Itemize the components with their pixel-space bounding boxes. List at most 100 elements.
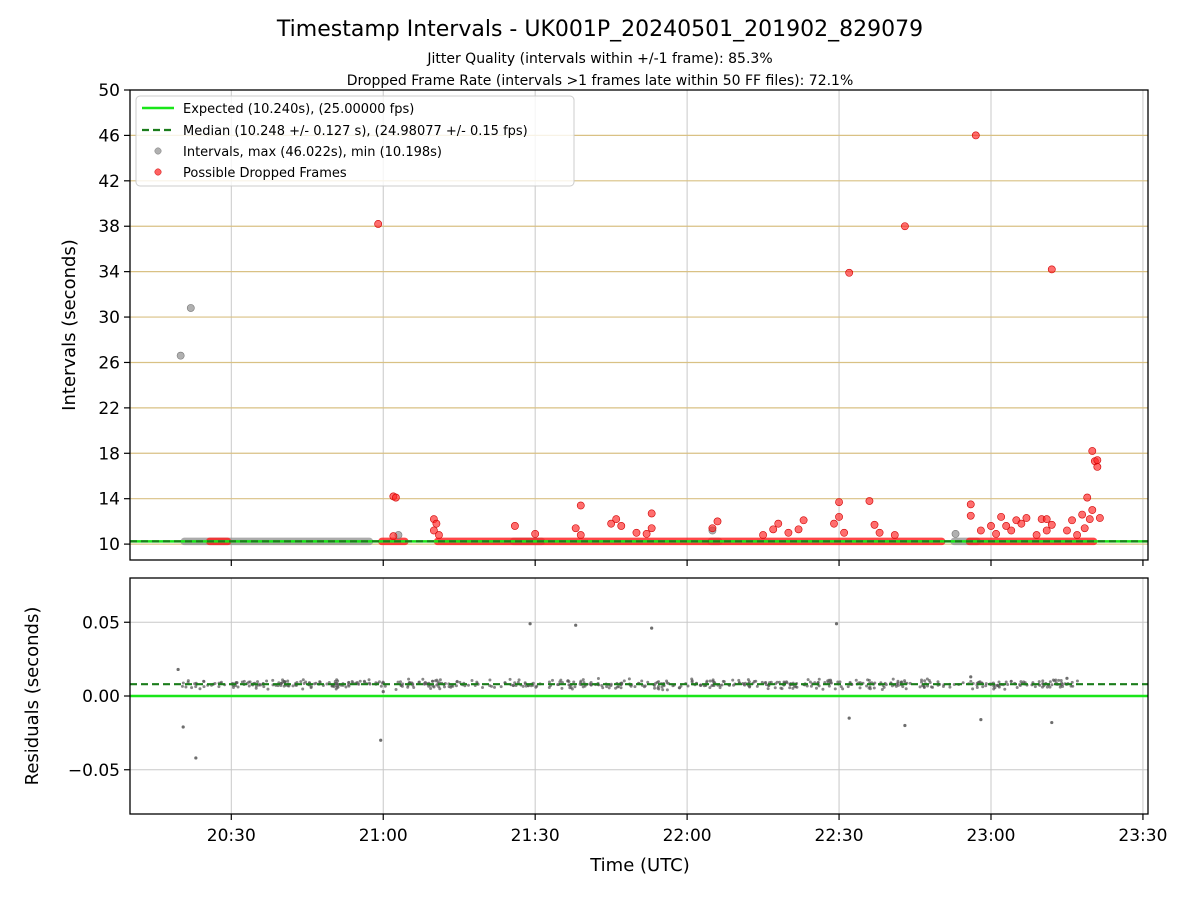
- residual-point: [335, 678, 339, 682]
- residual-point: [383, 684, 387, 688]
- legend-dropped-label: Possible Dropped Frames: [183, 166, 347, 181]
- residual-point: [931, 685, 935, 689]
- dropped-frame-point: [1042, 526, 1051, 535]
- residual-outlier-point: [379, 738, 383, 742]
- residual-point: [377, 680, 381, 684]
- dropped-frame-point: [1042, 515, 1051, 524]
- residual-point: [975, 686, 979, 690]
- dropped-frame-point: [987, 522, 995, 530]
- x-tick-label: 22:30: [815, 826, 864, 846]
- residual-point: [344, 685, 348, 689]
- dropped-frame-point: [769, 525, 778, 534]
- residual-point: [773, 686, 777, 690]
- dropped-frame-point: [1002, 522, 1011, 530]
- residual-point: [858, 686, 862, 690]
- residual-point: [286, 679, 290, 683]
- residual-point: [827, 684, 831, 688]
- dropped-frame-point: [1078, 510, 1087, 519]
- residual-point: [190, 686, 194, 690]
- residual-point: [766, 687, 770, 691]
- intervals-y-tick-label: 22: [98, 399, 120, 419]
- residual-point: [660, 685, 664, 689]
- dropped-frame-point: [1047, 265, 1056, 274]
- residual-point: [872, 686, 876, 690]
- residual-outlier-point: [176, 667, 180, 672]
- dropped-frame-point: [966, 500, 975, 509]
- residual-point: [265, 679, 269, 683]
- residual-point: [488, 678, 492, 682]
- residual-point: [908, 681, 912, 685]
- residual-outlier-point: [903, 723, 907, 728]
- dropped-frame-point: [997, 512, 1006, 521]
- residual-point: [600, 684, 604, 688]
- residual-point: [282, 684, 286, 688]
- residual-point: [398, 680, 402, 684]
- residual-point: [809, 684, 813, 688]
- dropped-frame-point: [612, 515, 621, 524]
- residual-point: [573, 685, 577, 689]
- residual-point: [601, 686, 605, 690]
- residual-point: [1003, 687, 1007, 691]
- residuals-x-ticks: 20:30 21:00 21:30 22:00 22:30 23:00 23:30: [207, 814, 1167, 846]
- residual-point: [481, 686, 485, 690]
- residual-point: [346, 683, 350, 687]
- residuals-y-ticks: −0.05 0.00 0.05: [68, 613, 130, 781]
- residual-point: [1004, 680, 1008, 684]
- intervals-points: [176, 131, 1104, 541]
- dropped-frame-point: [647, 509, 656, 518]
- residual-outlier-point: [847, 716, 851, 720]
- residual-point: [925, 677, 929, 681]
- residual-point: [868, 685, 872, 689]
- dropped-frame-point: [1073, 531, 1081, 539]
- residual-point: [256, 680, 260, 684]
- residual-point: [633, 685, 637, 689]
- residual-point: [550, 678, 554, 682]
- residual-point: [657, 687, 661, 691]
- dropped-frame-point: [1068, 516, 1076, 525]
- dropped-frame-point: [429, 526, 438, 535]
- dropped-frame-point: [389, 532, 398, 541]
- residual-point: [309, 686, 313, 690]
- residual-point: [521, 684, 525, 688]
- residual-point: [248, 680, 252, 684]
- residual-point: [559, 678, 563, 682]
- residual-point: [217, 685, 221, 689]
- residual-point: [741, 681, 745, 685]
- residual-point: [795, 685, 799, 689]
- residual-point: [690, 677, 694, 681]
- residual-outlier-point: [194, 756, 198, 760]
- residual-point: [903, 679, 907, 683]
- dropped-frame-point: [1093, 456, 1102, 464]
- dropped-frame-point: [1007, 526, 1016, 535]
- residual-point: [731, 678, 735, 682]
- residual-point: [396, 680, 400, 684]
- residual-point: [718, 686, 722, 690]
- residuals-y-tick-label: 0.00: [82, 687, 120, 707]
- residual-outlier-point: [574, 623, 578, 627]
- dropped-frame-point: [1085, 515, 1094, 524]
- residual-point: [923, 679, 927, 683]
- residual-point: [814, 686, 818, 690]
- residual-point: [570, 687, 574, 691]
- intervals-y-tick-label: 46: [98, 126, 120, 146]
- residual-point: [679, 684, 683, 688]
- residual-point: [922, 686, 926, 690]
- dropped-frame-point: [607, 519, 616, 528]
- residual-point: [438, 687, 442, 691]
- residual-point: [194, 685, 198, 689]
- residual-point: [266, 687, 270, 691]
- residual-point: [535, 684, 539, 688]
- dropped-frame-point: [1063, 526, 1071, 535]
- residual-point: [866, 678, 870, 682]
- residual-point: [880, 688, 884, 692]
- residual-point: [686, 684, 690, 688]
- residuals-y-axis-label: Residuals (seconds): [22, 607, 43, 786]
- interval-point: [186, 304, 195, 312]
- residual-point: [407, 677, 411, 681]
- residual-point: [299, 680, 303, 684]
- residual-point: [283, 680, 287, 684]
- residual-point: [984, 682, 988, 686]
- dropped-frame-point: [511, 522, 519, 530]
- residual-point: [318, 680, 322, 684]
- dropped-frame-point: [374, 220, 383, 228]
